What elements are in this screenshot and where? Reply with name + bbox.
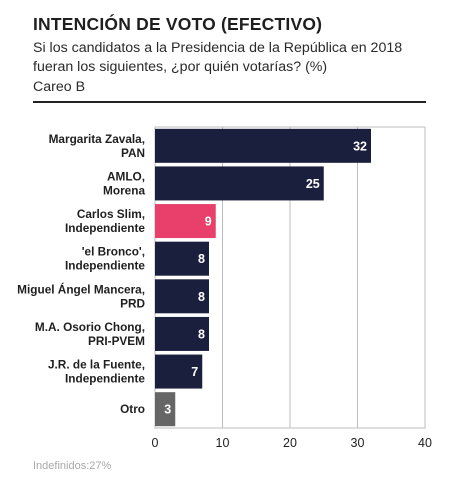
category-label: Independiente <box>65 372 145 386</box>
category-label: PRI-PVEM <box>88 334 145 348</box>
x-tick-label: 30 <box>351 436 365 450</box>
category-label: 'el Bronco', <box>82 245 145 259</box>
category-label: AMLO, <box>107 169 145 183</box>
x-tick-label: 40 <box>418 436 432 450</box>
category-label: Independiente <box>65 259 145 273</box>
category-label: PRD <box>120 296 145 310</box>
category-label: Carlos Slim, <box>77 207 145 221</box>
bar-value-label: 8 <box>198 290 205 304</box>
bar <box>155 392 176 427</box>
bars: 32 25 9 8 8 8 7 3 <box>155 128 371 427</box>
x-tick-label: 10 <box>216 436 230 450</box>
category-label: Otro <box>120 402 145 416</box>
bar-value-label: 25 <box>306 177 320 191</box>
bar-value-label: 7 <box>191 365 198 379</box>
category-label: M.A. Osorio Chong, <box>35 320 145 334</box>
bar-value-label: 8 <box>198 252 205 266</box>
bar-value-label: 3 <box>164 403 171 417</box>
bar <box>155 128 371 163</box>
bar-value-label: 9 <box>205 215 212 229</box>
chart-subtitle: Si los candidatos a la Presidencia de la… <box>33 40 403 75</box>
header-divider <box>33 101 426 103</box>
category-label: Miguel Ángel Mancera, <box>17 282 145 296</box>
chart-note: Careo B <box>33 79 86 95</box>
bar <box>155 241 209 276</box>
footnote: Indefinidos:27% <box>33 460 112 472</box>
bar-value-label: 8 <box>198 327 205 341</box>
x-tick-label: 0 <box>152 436 159 450</box>
bar <box>155 316 209 351</box>
chart-title: INTENCIÓN DE VOTO (EFECTIVO) <box>33 14 323 34</box>
bar <box>155 166 324 201</box>
category-label: Margarita Zavala, <box>49 132 145 146</box>
category-label: Morena <box>103 183 145 197</box>
category-label: Independiente <box>65 221 145 235</box>
bar <box>155 204 216 239</box>
category-labels: Margarita Zavala,PAN AMLO,Morena Carlos Sl… <box>17 132 145 416</box>
bar-value-label: 32 <box>353 139 367 153</box>
category-label: PAN <box>121 146 145 160</box>
category-label: J.R. de la Fuente, <box>48 358 145 372</box>
x-tick-label: 20 <box>283 436 297 450</box>
bar <box>155 279 209 314</box>
x-axis-ticks: 0 10 20 30 40 <box>152 436 432 450</box>
bar <box>155 354 203 389</box>
